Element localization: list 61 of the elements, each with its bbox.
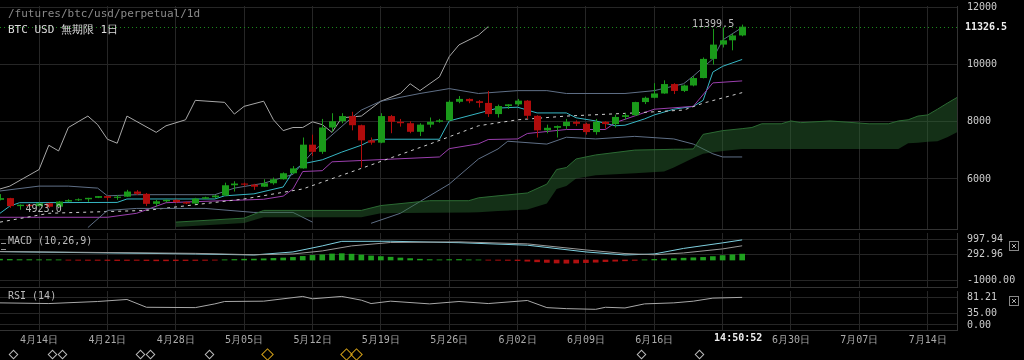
y-tick-label: 35.00 (967, 306, 998, 318)
bar (700, 257, 706, 261)
y-tick-label: 8000 (967, 115, 992, 127)
bar (710, 256, 716, 261)
bar (319, 254, 326, 261)
candlestick (388, 114, 395, 134)
candlestick (329, 112, 336, 133)
candlestick (446, 99, 453, 122)
annotation: 4923.0 (25, 203, 62, 215)
y-tick-label: 12000 (967, 1, 998, 13)
y-tick-label: 6000 (967, 172, 992, 184)
text: BTC USD 無期限 1日 (8, 22, 119, 36)
x-tick-label: 5月05日 (225, 333, 264, 345)
bar (338, 253, 345, 261)
chart-title: MACD (10,26,9) (8, 234, 93, 246)
y-tick-label: 997.94 (967, 233, 1004, 245)
ref-line-label: 11326.5 (965, 21, 1008, 33)
bar (544, 259, 550, 263)
candlestick (358, 124, 365, 169)
x-tick-label: 6月09日 (566, 333, 605, 345)
x-tick-label: 5月26日 (430, 333, 469, 345)
bar (358, 254, 365, 261)
bar (299, 256, 306, 261)
candlestick (309, 134, 316, 157)
annotation: 11399.5 (692, 18, 735, 30)
x-tick-label: 6月02日 (498, 333, 537, 345)
chart-title: /futures/btc/usd/perpetual/1d (8, 6, 201, 20)
chart-title: RSI (14) (8, 289, 57, 301)
x-tick-label: 5月12日 (293, 333, 332, 345)
text: 14:50:52 (714, 331, 763, 343)
bar (290, 257, 296, 261)
x-tick-label: 4月21日 (88, 333, 127, 345)
bar (407, 258, 413, 261)
x-tick-label: 6月16日 (635, 333, 674, 345)
y-tick-label: 0.00 (967, 318, 992, 330)
x-tick-label: 6月30日 (771, 333, 811, 345)
bar (592, 259, 599, 263)
bar (690, 257, 697, 261)
bar (670, 258, 677, 261)
candlestick (349, 111, 356, 131)
y-tick-label: 81.21 (967, 290, 998, 302)
candlestick (485, 90, 492, 118)
x-tick-label: 4月14日 (20, 333, 59, 345)
y-tick-label: -1000.00 (967, 273, 1016, 285)
candlestick (300, 137, 307, 170)
bar (378, 256, 384, 261)
x-tick-label: 4月28日 (156, 333, 195, 345)
bar (583, 259, 589, 263)
bar (729, 254, 736, 261)
bar (739, 253, 745, 261)
bar (563, 259, 570, 264)
x-tick-label: 5月19日 (361, 333, 400, 345)
candlestick (720, 26, 727, 48)
candlestick (710, 28, 717, 66)
candlestick (534, 114, 541, 139)
x-tick-label: 7月14日 (908, 333, 947, 345)
x-tick-label: 7月07日 (840, 333, 879, 345)
bar (329, 253, 335, 261)
y-tick-label: 292.96 (967, 247, 1004, 259)
candlestick (524, 99, 531, 120)
y-tick-label: 10000 (967, 58, 998, 70)
